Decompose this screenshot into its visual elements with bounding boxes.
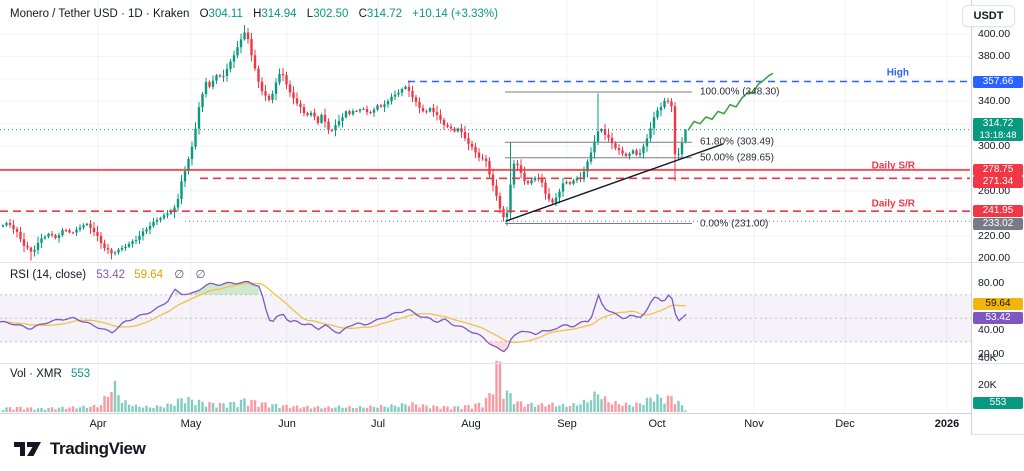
pane-separator-volume[interactable] bbox=[0, 363, 1024, 364]
volume-legend-label[interactable]: Vol · XMR bbox=[10, 368, 62, 380]
rsi-value: 53.42 bbox=[96, 269, 126, 281]
rsi-ma-value: 59.64 bbox=[134, 269, 164, 281]
ohlc-open-value: 304.11 bbox=[208, 8, 243, 20]
time-axis-label: May bbox=[180, 418, 202, 430]
last-price-badge: 314.72 13:18:48 bbox=[973, 117, 1023, 141]
tradingview-logo-text: TradingView bbox=[50, 439, 146, 458]
rsi-ma-badge: 59.64 bbox=[973, 297, 1023, 310]
volume-value: 553 bbox=[70, 368, 91, 380]
price-axis-label: 300.00 bbox=[978, 140, 1011, 153]
currency-toggle-button[interactable]: USDT bbox=[962, 5, 1015, 27]
volume-axis-label: 40K bbox=[978, 352, 997, 364]
time-axis-label: Jun bbox=[278, 418, 296, 430]
ohlc-close-value: 314.72 bbox=[366, 8, 403, 20]
rsi-legend: RSI (14, close) 53.42 59.64 ∅ ∅ bbox=[10, 267, 209, 281]
tradingview-logo[interactable]: TradingView bbox=[13, 438, 146, 460]
price-axis-label: 200.00 bbox=[978, 252, 1011, 265]
volume-legend: Vol · XMR 553 bbox=[10, 368, 90, 380]
price-axis-label: 380.00 bbox=[978, 50, 1011, 63]
time-axis-label: Apr bbox=[89, 418, 107, 430]
high-price-badge: 357.66 bbox=[973, 75, 1023, 88]
ohlc-low-value: 302.50 bbox=[313, 8, 349, 20]
price-axis-label: 340.00 bbox=[978, 95, 1011, 108]
ohlc-high-value: 314.94 bbox=[261, 8, 297, 20]
price-axis[interactable]: 400.00380.00340.00320.00300.00260.00220.… bbox=[971, 0, 1024, 435]
ohlc-close-label: C bbox=[358, 8, 367, 20]
rsi-legend-label[interactable]: RSI (14, close) bbox=[10, 269, 87, 281]
level-233-badge: 233.02 bbox=[973, 218, 1023, 231]
time-axis-label: Oct bbox=[648, 418, 666, 430]
price-axis-label: 400.00 bbox=[978, 28, 1011, 41]
time-axis-label: Sep bbox=[557, 418, 577, 430]
ohlc-open-label: O bbox=[199, 8, 209, 20]
time-axis-label: Dec bbox=[835, 418, 855, 430]
ohlc-high-label: H bbox=[253, 8, 262, 20]
countdown-timer: 13:18:48 bbox=[979, 129, 1017, 141]
rsi-axis-label: 40.00 bbox=[978, 324, 1005, 336]
volume-axis-label: 20K bbox=[978, 379, 997, 391]
level-271-badge: 271.34 bbox=[973, 176, 1023, 189]
rsi-null-values: ∅ ∅ bbox=[174, 269, 210, 281]
tradingview-logo-icon bbox=[14, 442, 41, 456]
time-axis-label: Jul bbox=[370, 418, 386, 430]
ohlc-low-label: L bbox=[306, 8, 314, 20]
symbol-legend: Monero / Tether USD · 1D · Kraken O304.1… bbox=[10, 8, 498, 20]
daily-sr-lower-badge: 241.95 bbox=[973, 205, 1023, 218]
rsi-value-badge: 53.42 bbox=[973, 312, 1023, 325]
symbol-title[interactable]: Monero / Tether USD · 1D · Kraken bbox=[10, 8, 190, 20]
change-value: +10.14 (+3.33%) bbox=[412, 8, 498, 20]
pane-separator-rsi[interactable] bbox=[0, 262, 1024, 263]
rsi-axis-label: 20.00 bbox=[978, 347, 1005, 360]
price-axis-label: 220.00 bbox=[978, 229, 1011, 242]
time-axis-label: Aug bbox=[461, 418, 481, 430]
time-axis-label: Nov bbox=[744, 418, 764, 430]
time-axis-label: 2026 bbox=[934, 418, 960, 430]
daily-sr-upper-badge: 278.75 bbox=[973, 163, 1023, 176]
rsi-axis-label: 80.00 bbox=[978, 277, 1005, 289]
volume-badge: 553 bbox=[973, 397, 1023, 409]
chart-canvas[interactable] bbox=[0, 0, 971, 435]
time-axis[interactable]: Apr May Jun Jul Aug Sep Oct Nov Dec 2026 bbox=[0, 413, 971, 435]
